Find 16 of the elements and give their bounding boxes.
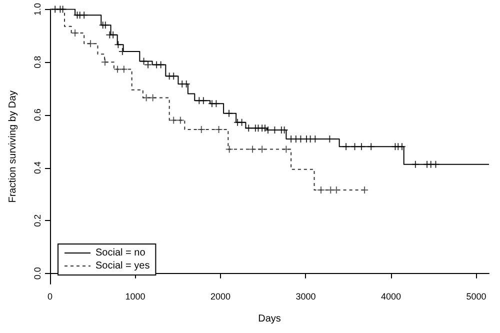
x-tick-label: 3000 (296, 292, 316, 302)
y-tick-label: 0.8 (32, 56, 42, 68)
y-tick-label: 0.0 (32, 267, 42, 280)
y-tick-label: 1.0 (32, 3, 42, 16)
legend-label: Social = yes (96, 260, 150, 272)
y-tick-label: 0.6 (32, 108, 42, 122)
y-tick-label: 0.4 (32, 162, 42, 174)
y-tick-label: 0.2 (32, 214, 42, 227)
legend-label: Social = no (96, 248, 146, 258)
x-tick-label: 2000 (210, 292, 230, 302)
x-tick-label: 0 (47, 292, 53, 302)
x-tick-label: 5000 (466, 292, 486, 302)
x-axis-title: Days (258, 314, 281, 324)
x-tick-label: 1000 (125, 292, 146, 302)
x-tick-label: 4000 (380, 292, 401, 302)
y-axis-title: Fraction surviving by Day (8, 90, 18, 203)
